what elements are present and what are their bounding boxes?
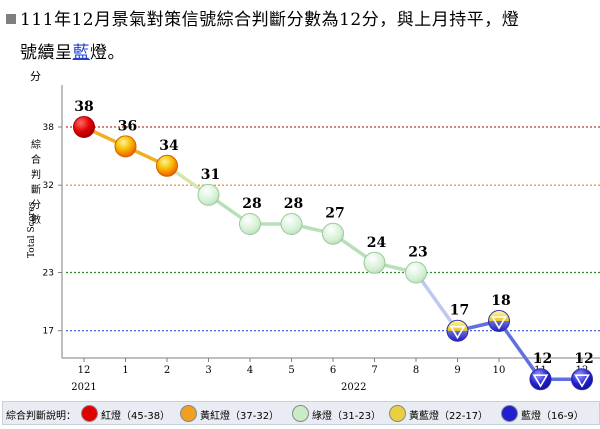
data-label: 24 <box>367 235 387 251</box>
point-marker-yellow-red <box>114 135 137 158</box>
triangle-icon <box>491 316 507 330</box>
x-tick-label: 8 <box>413 365 419 376</box>
legend-label-0: 紅燈（45-38） <box>101 411 171 422</box>
headline-text-1: 111年12月景氣對策信號綜合判斷分數為12分，與上月持平，燈 <box>20 10 520 30</box>
point-marker-green <box>322 222 344 245</box>
data-label: 38 <box>74 99 93 115</box>
point-marker-yellow-red <box>156 154 178 177</box>
headline-text-2-suffix: 燈。 <box>90 43 125 63</box>
y-tick-label: 23 <box>43 269 54 279</box>
y-axis-title: 綜合判斷分數 Total Scores <box>27 138 41 258</box>
y-tick-label: 38 <box>43 123 55 133</box>
point-marker-green <box>197 183 220 206</box>
data-label: 12 <box>574 351 593 367</box>
data-label: 36 <box>118 118 137 134</box>
legend: 綜合判斷說明： 紅燈（45-38） 黃紅燈（37-32） 綠燈（31-23） 黃藍燈（… <box>2 401 600 425</box>
headline-text-2-prefix: 號續呈 <box>20 43 73 63</box>
y-axis-title-english: Total Scores <box>27 201 37 258</box>
y-axis-unit-label: 分 <box>30 70 41 83</box>
data-label: 12 <box>533 351 552 367</box>
series-segment-8 <box>414 270 460 333</box>
point-marker-green <box>363 251 386 274</box>
x-tick-label: 4 <box>247 365 253 376</box>
series-segment-10 <box>497 319 543 381</box>
point-marker-green <box>239 213 261 235</box>
point-marker-green <box>405 261 427 284</box>
point-marker-red <box>73 116 95 138</box>
x-tick-label: 6 <box>330 365 336 376</box>
x-tick-label: 7 <box>371 365 377 376</box>
point-marker-green <box>280 213 303 235</box>
legend-swatch-1 <box>180 405 197 422</box>
point-marker-yellow-blue <box>446 319 469 342</box>
legend-swatch-2 <box>292 405 309 422</box>
data-label: 18 <box>491 293 510 309</box>
point-marker-yellow-blue <box>488 310 510 332</box>
data-label: 27 <box>325 206 344 222</box>
point-marker-blue <box>529 368 552 391</box>
x-tick-label: 2 <box>164 365 170 376</box>
year-label: 2021 <box>71 382 96 393</box>
legend-swatch-4 <box>501 405 518 422</box>
legend-label-3: 黃藍燈（22-17） <box>409 411 489 422</box>
legend-label-1: 黃紅燈（37-32） <box>200 411 280 422</box>
legend-swatch-0 <box>81 405 98 422</box>
y-tick-label: 17 <box>43 327 54 337</box>
y-axis-title-chinese: 綜合判斷分數 <box>31 138 41 226</box>
headline-highlight-blue: 藍 <box>72 43 90 63</box>
legend-label-2: 綠燈（31-23） <box>312 411 382 422</box>
headline-line-2: 號續呈藍燈。 <box>6 37 596 70</box>
x-tick-label: 1 <box>122 365 128 376</box>
data-label: 31 <box>201 167 220 183</box>
bullet-square-icon <box>6 14 16 24</box>
legend-title: 綜合判斷說明： <box>6 411 76 422</box>
x-tick-label: 10 <box>493 365 506 376</box>
data-label: 23 <box>408 245 427 261</box>
y-tick-label: 32 <box>43 181 54 191</box>
x-tick-label: 9 <box>454 365 460 376</box>
score-line-chart: 172332381212345678910111220212022 383634… <box>27 70 600 393</box>
headline: 111年12月景氣對策信號綜合判斷分數為12分，與上月持平，燈 號續呈藍燈。 <box>6 4 596 70</box>
data-label: 34 <box>159 138 179 154</box>
headline-line-1: 111年12月景氣對策信號綜合判斷分數為12分，與上月持平，燈 <box>6 4 596 37</box>
x-tick-label: 5 <box>288 365 294 376</box>
x-tick-label: 12 <box>78 365 91 376</box>
year-label: 2022 <box>341 382 366 393</box>
triangle-icon <box>449 325 466 340</box>
data-label: 17 <box>450 303 469 319</box>
x-tick-label: 3 <box>205 365 211 376</box>
triangle-icon <box>574 374 590 388</box>
legend-swatch-3 <box>389 405 406 422</box>
point-marker-blue <box>571 368 593 391</box>
triangle-icon <box>532 374 549 388</box>
data-label: 28 <box>242 196 261 212</box>
data-label: 28 <box>284 196 303 212</box>
legend-label-4: 藍燈（16-9） <box>521 411 584 422</box>
